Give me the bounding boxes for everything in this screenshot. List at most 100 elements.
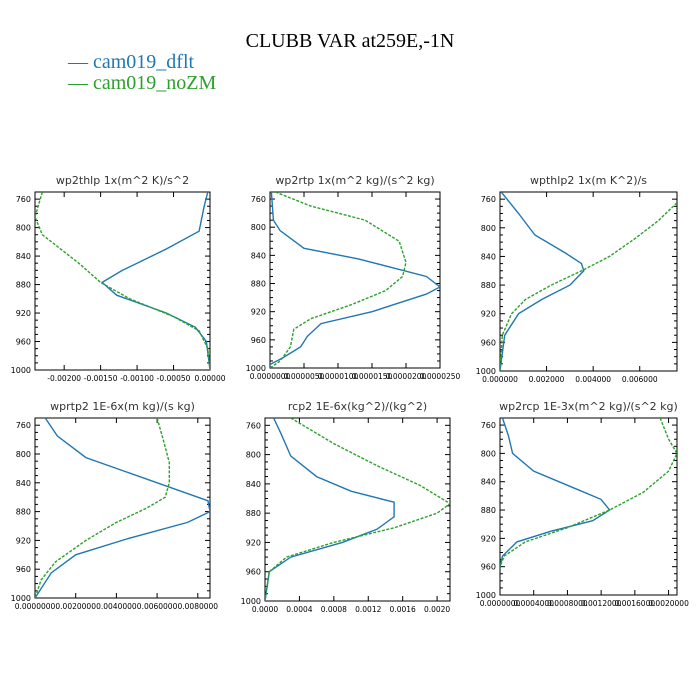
x-tick-label: 0.0020000 <box>55 602 96 611</box>
y-tick-label: 880 <box>481 506 496 515</box>
panel-3: wpthlp2 1x(m K^2)/s 760 800 840 880 920 960 100… <box>476 174 678 384</box>
y-tick-label: 840 <box>481 478 496 487</box>
x-tick-label: 0.004000 <box>575 375 611 384</box>
x-tick-label: 0.0000000 <box>15 602 56 611</box>
y-tick-label: 760 <box>481 195 496 204</box>
page-title: CLUBB VAR at259E,-1N <box>245 30 455 52</box>
x-tick-label: 0.0000000 <box>250 372 291 381</box>
legend-line-icon: — <box>68 72 88 94</box>
series-line-cam019_dflt <box>100 192 210 370</box>
panel-1: wp2thlp 1x(m^2 K)/s^2 760 800 840 880 920 960 1… <box>11 174 226 383</box>
y-tick-label: 840 <box>251 251 266 260</box>
series-line-cam019_dflt <box>500 192 585 371</box>
x-tick-label: 0.0000250 <box>420 372 461 381</box>
legend-line-icon: — <box>68 51 88 73</box>
y-tick-label: 1000 <box>241 597 261 606</box>
series-line-cam019_dflt <box>270 192 440 366</box>
y-tick-label: 880 <box>481 281 496 290</box>
y-tick-label: 880 <box>16 281 31 290</box>
x-tick-label: 0.0000 <box>252 605 278 614</box>
series-line-cam019_noZM <box>500 418 677 567</box>
x-tick-label: 0.006000 <box>622 375 658 384</box>
legend-label: cam019_noZM <box>93 72 217 94</box>
legend-label: cam019_dflt <box>93 51 195 73</box>
x-tick-label: 0.0000050 <box>284 372 325 381</box>
panel-title: rcp2 1E-6x(kg^2)/(kg^2) <box>288 400 427 413</box>
y-tick-label: 760 <box>251 195 266 204</box>
y-tick-label: 960 <box>16 565 31 574</box>
y-tick-label: 920 <box>246 538 261 547</box>
y-tick-label: 1000 <box>476 591 496 600</box>
x-tick-label: -0.00100 <box>120 374 154 383</box>
y-tick-label: 960 <box>251 336 266 345</box>
legend-entry-nozm: — cam019_noZM <box>68 72 216 94</box>
panel-4: wprtp2 1E-6x(m kg)/(s kg) 760 800 840 880 920… <box>11 400 219 611</box>
x-tick-label: 0.0004000 <box>513 599 554 608</box>
x-tick-label: 0.00000 <box>194 374 225 383</box>
x-tick-label: 0.0080000 <box>178 602 219 611</box>
y-tick-label: 760 <box>246 421 261 430</box>
y-tick-label: 920 <box>16 536 31 545</box>
y-tick-label: 800 <box>251 223 266 232</box>
y-tick-label: 840 <box>16 252 31 261</box>
x-tick-label: 0.0008 <box>321 605 347 614</box>
y-tick-label: 1000 <box>11 594 31 603</box>
x-tick-label: -0.00200 <box>47 374 81 383</box>
plot-frame <box>499 417 678 596</box>
x-tick-label: 0.0012 <box>355 605 381 614</box>
y-tick-label: 1000 <box>476 367 496 376</box>
panel-title: wprtp2 1E-6x(m kg)/(s kg) <box>50 400 195 413</box>
series-line-cam019_dflt <box>500 418 611 567</box>
y-tick-label: 760 <box>16 195 31 204</box>
legend-entry-dflt: — cam019_dflt <box>68 51 194 73</box>
y-tick-label: 920 <box>481 534 496 543</box>
y-tick-label: 800 <box>246 451 261 460</box>
y-tick-label: 1000 <box>246 364 266 373</box>
y-tick-label: 760 <box>16 421 31 430</box>
y-tick-label: 800 <box>16 450 31 459</box>
y-tick-label: 960 <box>481 563 496 572</box>
y-tick-label: 880 <box>251 280 266 289</box>
x-tick-label: -0.00150 <box>84 374 118 383</box>
panel-title: wp2rcp 1E-3x(m^2 kg)/(s^2 kg) <box>499 400 678 413</box>
plot-frame <box>34 417 211 599</box>
y-tick-label: 880 <box>246 509 261 518</box>
series-line-cam019_dflt <box>265 418 395 601</box>
x-tick-label: 0.0000150 <box>352 372 393 381</box>
x-tick-label: 0.0012000 <box>581 599 622 608</box>
y-tick-label: 960 <box>481 338 496 347</box>
series-line-cam019_noZM <box>500 202 677 371</box>
series-line-cam019_noZM <box>270 192 407 368</box>
x-tick-label: 0.0004 <box>286 605 312 614</box>
y-tick-label: 800 <box>16 224 31 233</box>
y-tick-label: 920 <box>16 309 31 318</box>
y-tick-label: 800 <box>481 224 496 233</box>
y-tick-label: 920 <box>481 310 496 319</box>
y-tick-label: 840 <box>481 252 496 261</box>
plot-frame <box>264 417 451 602</box>
x-tick-label: 0.002000 <box>529 375 565 384</box>
x-tick-label: 0.0020 <box>424 605 450 614</box>
y-tick-label: 840 <box>246 480 261 489</box>
y-tick-label: 760 <box>481 421 496 430</box>
panel-title: wp2thlp 1x(m^2 K)/s^2 <box>56 174 189 187</box>
panel-2: wp2rtp 1x(m^2 kg)/(s^2 kg) 760 800 840 880 92… <box>246 174 461 381</box>
panel-title: wpthlp2 1x(m K^2)/s <box>530 174 647 187</box>
y-tick-label: 880 <box>16 508 31 517</box>
plot-frame <box>269 191 441 369</box>
series-line-cam019_noZM <box>35 192 210 370</box>
y-tick-label: 1000 <box>11 366 31 375</box>
x-tick-label: 0.0016000 <box>615 599 656 608</box>
series-line-cam019_noZM <box>35 418 170 598</box>
x-tick-label: 0.0008000 <box>547 599 588 608</box>
plot-frame <box>34 191 211 371</box>
y-tick-label: 960 <box>16 338 31 347</box>
y-tick-label: 960 <box>246 568 261 577</box>
y-tick-label: 840 <box>16 479 31 488</box>
plot-frame <box>499 191 678 372</box>
panel-title: wp2rtp 1x(m^2 kg)/(s^2 kg) <box>275 174 434 187</box>
x-tick-label: 0.0000000 <box>480 599 521 608</box>
x-tick-label: -0.00050 <box>157 374 191 383</box>
x-tick-label: 0.0020000 <box>648 599 689 608</box>
